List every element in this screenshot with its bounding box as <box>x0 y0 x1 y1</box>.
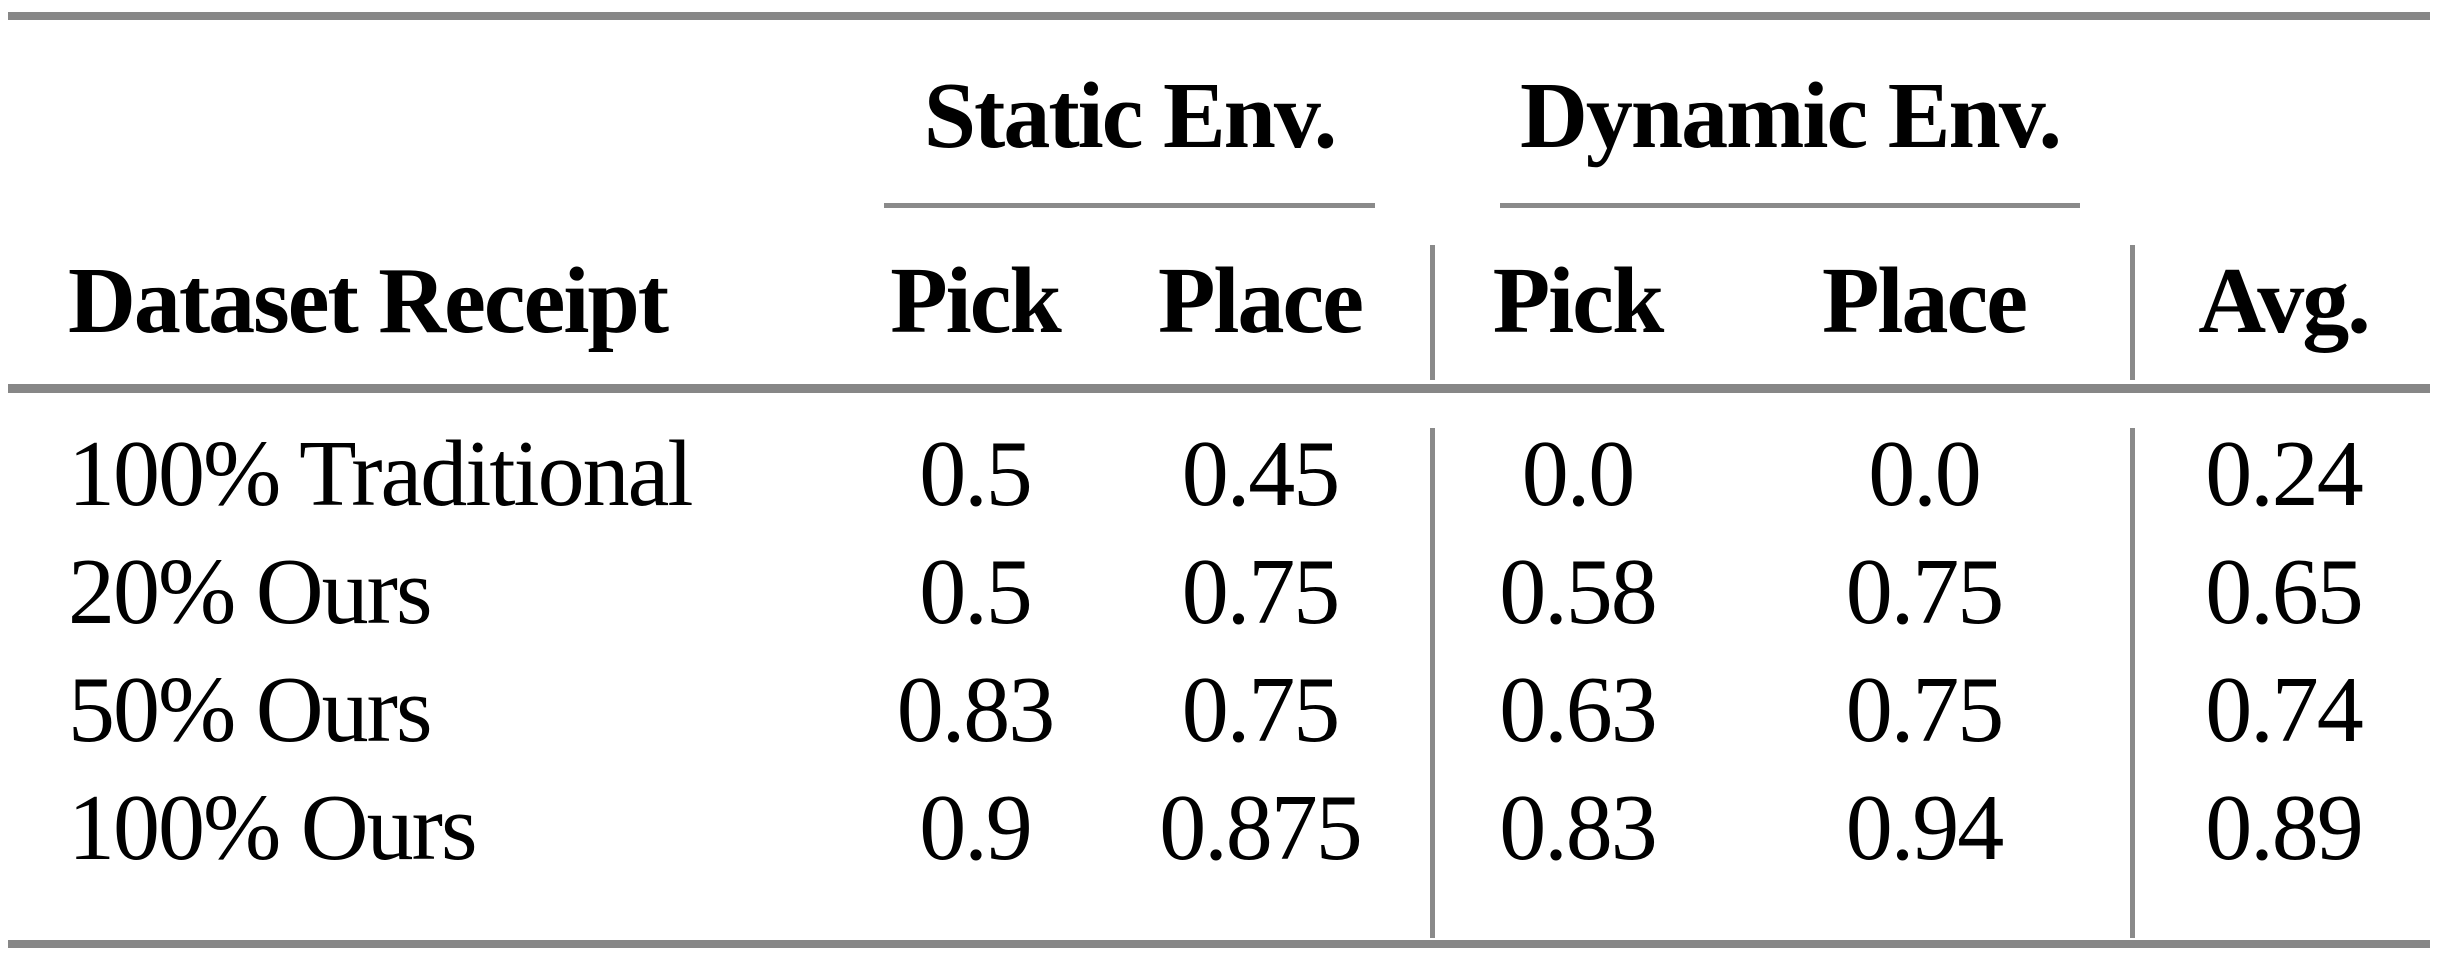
cell-avg: 0.24 <box>2205 422 2364 526</box>
column-header-avg: Avg. <box>2198 249 2370 353</box>
header-vertical-separator-1 <box>1430 245 1435 380</box>
cell-static-pick: 0.83 <box>896 658 1056 762</box>
dynamic-env-underline-rule <box>1500 203 2080 208</box>
cell-dynamic-pick: 0.83 <box>1499 776 1658 880</box>
cell-dynamic-pick: 0.63 <box>1499 658 1658 762</box>
cell-dynamic-place: 0.75 <box>1845 658 2005 762</box>
cell-static-place: 0.875 <box>1159 776 1363 880</box>
cell-dynamic-place: 0.0 <box>1868 422 1982 526</box>
column-header-dynamic-pick: Pick <box>1492 249 1665 353</box>
header-separator-rule <box>8 384 2430 393</box>
cell-dynamic-place: 0.94 <box>1845 776 2005 880</box>
static-env-underline-rule <box>884 203 1375 208</box>
group-header-dynamic-env: Dynamic Env. <box>1519 64 2062 168</box>
row-label: 20% Ours <box>68 540 433 644</box>
column-header-static-place: Place <box>1158 249 1364 353</box>
row-label: 50% Ours <box>68 658 433 762</box>
table-row: 20% Ours 0.5 0.75 0.58 0.75 0.65 <box>0 533 2440 651</box>
body-vertical-separator-1 <box>1430 428 1435 938</box>
cell-dynamic-pick: 0.58 <box>1499 540 1658 644</box>
table-row: 100% Ours 0.9 0.875 0.83 0.94 0.89 <box>0 769 2440 887</box>
cell-avg: 0.74 <box>2205 658 2364 762</box>
bottom-rule <box>8 940 2430 948</box>
header-vertical-separator-2 <box>2130 245 2135 380</box>
top-rule <box>8 12 2430 20</box>
cell-static-place: 0.45 <box>1181 422 1341 526</box>
column-header-dataset-receipt: Dataset Receipt <box>68 249 669 353</box>
cell-static-pick: 0.5 <box>919 540 1033 644</box>
cell-static-pick: 0.5 <box>919 422 1033 526</box>
cell-static-place: 0.75 <box>1181 658 1341 762</box>
table-row: 100% Traditional 0.5 0.45 0.0 0.0 0.24 <box>0 415 2440 533</box>
column-header-static-pick: Pick <box>890 249 1062 353</box>
cell-avg: 0.65 <box>2205 540 2364 644</box>
column-header-dynamic-place: Place <box>1822 249 2028 353</box>
cell-static-pick: 0.9 <box>919 776 1033 880</box>
column-header-row: Dataset Receipt Pick Place Pick Place Av… <box>0 240 2440 362</box>
cell-dynamic-pick: 0.0 <box>1521 422 1636 526</box>
table-row: 50% Ours 0.83 0.75 0.63 0.75 0.74 <box>0 651 2440 769</box>
row-label: 100% Ours <box>68 776 478 880</box>
cell-dynamic-place: 0.75 <box>1845 540 2005 644</box>
row-label: 100% Traditional <box>68 422 693 526</box>
cell-static-place: 0.75 <box>1181 540 1341 644</box>
group-header-static-env: Static Env. <box>923 64 1338 168</box>
cell-avg: 0.89 <box>2205 776 2364 880</box>
body-vertical-separator-2 <box>2130 428 2135 938</box>
